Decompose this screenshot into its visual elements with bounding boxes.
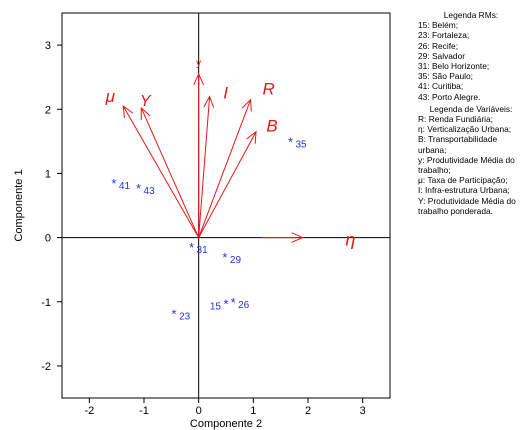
point-label: 35 (296, 139, 308, 150)
legend-vars-list: R: Renda Fundiária; η: Verticalização Urb… (418, 114, 524, 216)
legend-var-item: y: Produtividade Média do trabalho; (418, 154, 515, 176)
vector-arrow-head (122, 104, 134, 119)
x-tick-label: 1 (250, 405, 256, 417)
legend-rm-item: 26: Recife; (418, 40, 459, 51)
point-label: 41 (119, 181, 131, 192)
vector-arrow-head (246, 130, 257, 144)
vector-arrow-head (193, 72, 205, 86)
point-label: 31 (197, 245, 209, 256)
point-label: 15 (210, 302, 222, 313)
vector-arrow (122, 105, 200, 238)
point-label: 43 (144, 186, 156, 197)
vectors-group: μ Yy I RBη (105, 58, 356, 250)
point-label: 23 (179, 311, 191, 322)
point-marker: * (231, 295, 236, 310)
vector-label: I (223, 83, 228, 102)
point-marker: * (288, 134, 293, 149)
vector-eta-arrow-head (291, 232, 304, 243)
plot-frame (61, 12, 391, 399)
vector-label: y (196, 58, 201, 69)
legend-var-item: I: Infra-estrutura Urbana; (418, 185, 510, 196)
legend-panel: Legenda RMs: 15: Belém; 23: Fortaleza; 26:… (418, 10, 524, 216)
legend-var-item: Y: Produtividade Média do trabalho ponde… (418, 195, 516, 216)
legend-var-item: R: Renda Fundiária; (418, 114, 493, 125)
vector-label: μ (105, 87, 116, 106)
legend-var-item: μ: Taxa de Participação; (418, 175, 508, 186)
vector-label: B (266, 117, 277, 136)
vector-arrow-head (203, 95, 215, 108)
legend-var-item: B: Transportabilidade urbana; (418, 134, 498, 155)
point-label: 26 (238, 300, 250, 311)
point-marker: * (223, 297, 228, 312)
vector-arrow-head (140, 106, 151, 120)
legend-rm-item: 35: São Paulo; (418, 71, 473, 82)
points-group: *15* 23* 26* 29* 31* 35* 41 * 43 (111, 134, 307, 322)
vector-label: R (262, 80, 274, 99)
point-marker: * (111, 176, 116, 191)
y-tick-label: -2 (41, 361, 51, 373)
point-marker: * (136, 181, 141, 196)
legend-rms-list: 15: Belém; 23: Fortaleza; 26: Recife; 29: S… (418, 20, 524, 102)
y-tick-label: 1 (45, 168, 51, 180)
y-axis-label: Componente 1 (13, 169, 25, 241)
legend-rm-item: 41: Curitiba; (418, 81, 464, 92)
legend-var-item: η: Verticalização Urbana; (418, 124, 512, 135)
x-tick-label: -1 (139, 405, 149, 417)
legend-rms-title: Legenda RMs: (443, 10, 499, 20)
vector-label: Y (140, 93, 152, 110)
y-tick-label: 0 (45, 233, 51, 245)
legend-rm-item: 29: Salvador (418, 50, 466, 61)
vector-arrow-head (241, 98, 252, 112)
x-tick-label: 3 (360, 405, 366, 417)
legend-rm-item: 15: Belém; (418, 20, 459, 31)
y-tick-label: -1 (41, 297, 51, 309)
x-tick-label: 2 (305, 405, 311, 417)
point-label: 29 (230, 255, 242, 266)
point-marker: * (189, 240, 194, 255)
y-tick-label: 2 (45, 104, 51, 116)
legend-rm-item: 43: Porto Alegre. (418, 91, 481, 102)
legend-vars-title: Legenda de Variáveis: (429, 103, 513, 114)
vector-label: η (345, 230, 355, 250)
vector-arrow (198, 99, 252, 238)
legend-rm-item: 31: Belo Horizonte; (418, 61, 490, 72)
vector-arrow (140, 107, 200, 238)
x-tick-label: -2 (84, 405, 94, 417)
vector-arrow (198, 96, 211, 238)
x-axis-label: Componente 2 (190, 418, 262, 430)
zero-lines (62, 13, 390, 398)
point-marker: * (222, 250, 227, 265)
legend-rm-item: 23: Fortaleza; (418, 30, 470, 41)
x-tick-label: 0 (196, 405, 202, 417)
vector-arrow (198, 131, 257, 238)
y-tick-label: 3 (45, 40, 51, 52)
point-marker: * (172, 306, 177, 321)
